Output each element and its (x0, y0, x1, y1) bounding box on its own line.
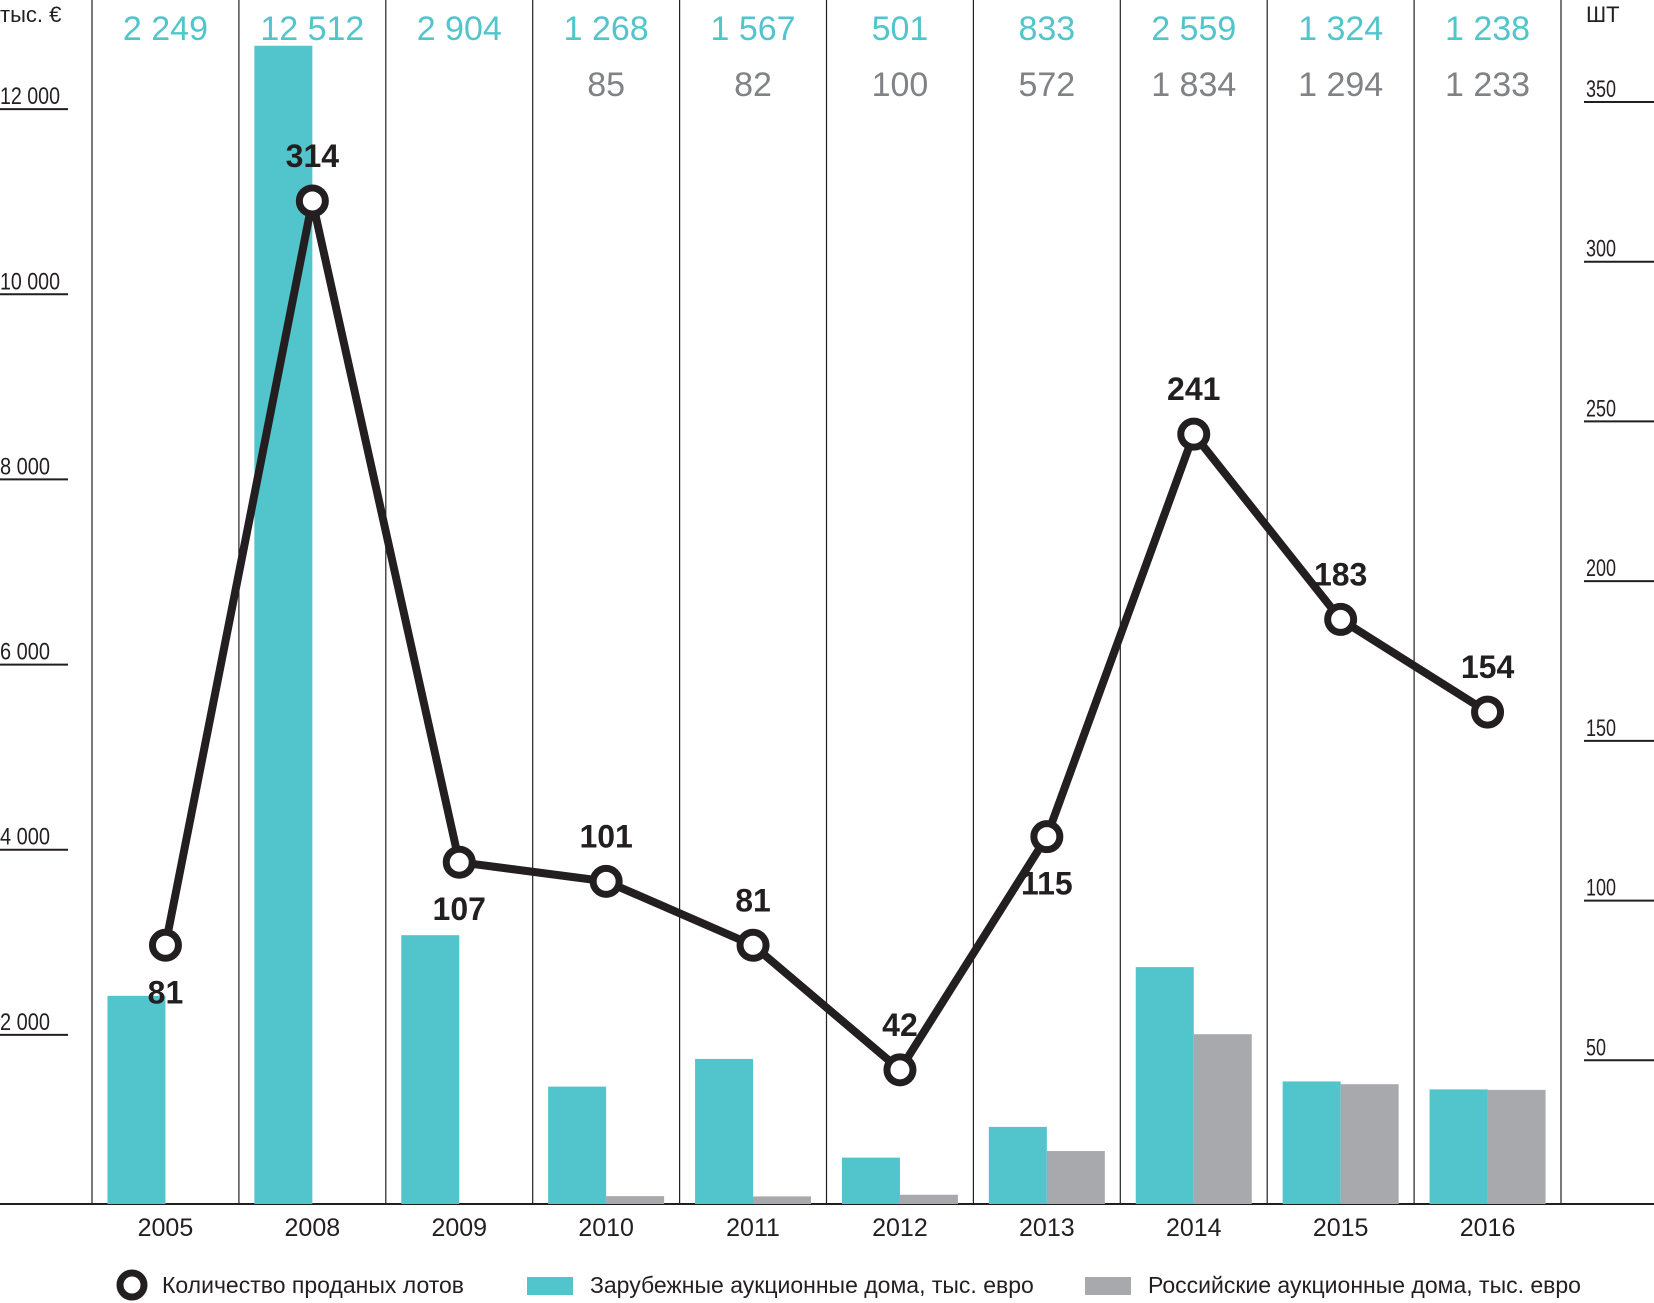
bar-russian (1487, 1089, 1546, 1204)
legend-item-russian: Российские аукционные дома, тыс. евро (1085, 1272, 1581, 1298)
lots-point (1324, 602, 1358, 636)
x-tick-label: 2010 (578, 1214, 634, 1242)
x-axis: 2005 2008 2009 2010 2011 2012 2013 2014 2015 2016 (138, 1214, 1516, 1242)
lots-point (442, 845, 476, 879)
foreign-value-label: 1 324 (1298, 10, 1383, 48)
lots-value-label: 42 (882, 1007, 918, 1043)
x-tick-label: 2012 (872, 1214, 928, 1242)
bar-russian (1340, 1084, 1399, 1204)
right-tick-label: 50 (1586, 1034, 1606, 1061)
foreign-value-label: 1 238 (1445, 10, 1530, 48)
lots-point (883, 1053, 917, 1087)
legend-item-lots: Количество проданых лотов (116, 1269, 464, 1301)
right-axis-unit: ШТ (1586, 2, 1620, 27)
bar-foreign (548, 1086, 607, 1204)
lots-point (1177, 417, 1211, 451)
foreign-value-label: 1 268 (564, 10, 649, 48)
foreign-value-label: 2 559 (1151, 10, 1236, 48)
lots-line: 81 314 107 101 81 42 115 241 183 154 (148, 138, 1515, 1087)
legend-swatch-foreign (527, 1277, 573, 1295)
right-tick-label: 250 (1586, 395, 1616, 422)
bar-foreign (254, 45, 313, 1204)
x-tick-label: 2016 (1460, 1214, 1516, 1242)
foreign-value-label: 1 567 (711, 10, 796, 48)
bar-foreign (695, 1058, 754, 1204)
left-tick-label: 2 000 (0, 1009, 50, 1036)
bar-foreign (1135, 967, 1194, 1204)
lots-point (148, 928, 182, 962)
foreign-value-label: 12 512 (260, 10, 364, 48)
left-tick-label: 10 000 (0, 268, 60, 295)
left-tick-label: 6 000 (0, 639, 50, 666)
left-axis-unit: тыс. € (0, 2, 61, 27)
lots-point (1471, 695, 1505, 729)
legend-label-lots: Количество проданых лотов (162, 1272, 464, 1298)
bar-russian (753, 1196, 812, 1204)
bar-russian (606, 1196, 665, 1204)
bar-foreign (401, 935, 460, 1204)
russian-value-label: 85 (587, 66, 625, 104)
lots-value-label: 314 (286, 138, 340, 174)
x-tick-label: 2013 (1019, 1214, 1075, 1242)
x-tick-label: 2005 (138, 1214, 194, 1242)
right-tick-label: 150 (1586, 715, 1616, 742)
left-tick-label: 4 000 (0, 824, 50, 851)
bar-foreign (1429, 1089, 1488, 1204)
right-tick-label: 200 (1586, 555, 1616, 582)
column-dividers (0, 0, 1654, 1205)
lots-value-label: 183 (1314, 556, 1367, 592)
foreign-value-label: 833 (1018, 10, 1075, 48)
x-tick-label: 2014 (1166, 1214, 1222, 1242)
lots-point (295, 184, 329, 218)
x-tick-label: 2015 (1313, 1214, 1369, 1242)
left-tick-label: 8 000 (0, 453, 50, 480)
lots-point (589, 864, 623, 898)
lots-line-path (161, 196, 1490, 1074)
x-tick-label: 2009 (431, 1214, 487, 1242)
foreign-value-label: 2 904 (417, 10, 502, 48)
russian-value-label: 572 (1018, 66, 1075, 104)
x-tick-label: 2011 (726, 1214, 780, 1242)
bar-russian (1046, 1151, 1105, 1204)
lots-value-label: 115 (1021, 866, 1073, 902)
bar-foreign (841, 1157, 900, 1204)
lots-point (736, 928, 770, 962)
top-value-labels: 2 249 12 512 2 904 1 268 85 1 567 82 501 100 833 5… (123, 10, 1530, 104)
left-tick-label: 12 000 (0, 83, 60, 110)
legend-circle-marker (116, 1269, 148, 1301)
lots-value-label: 154 (1461, 649, 1515, 685)
russian-value-label: 1 233 (1445, 66, 1530, 104)
right-axis: ШТ 50 100 150 200 250 300 350 (1584, 2, 1654, 1062)
lots-value-label: 241 (1167, 371, 1220, 407)
legend-label-russian: Российские аукционные дома, тыс. евро (1148, 1272, 1581, 1298)
russian-value-label: 82 (734, 66, 772, 104)
x-tick-label: 2008 (285, 1214, 341, 1242)
lots-point (1030, 820, 1064, 854)
bar-russian (1193, 1034, 1252, 1204)
legend-item-foreign: Зарубежные аукционные дома, тыс. евро (527, 1272, 1034, 1298)
right-tick-label: 350 (1586, 76, 1616, 103)
lots-value-label: 101 (579, 818, 632, 854)
right-tick-label: 100 (1586, 875, 1616, 902)
foreign-value-label: 501 (872, 10, 929, 48)
bar-foreign (1282, 1081, 1341, 1204)
bar-foreign (107, 995, 166, 1204)
russian-value-label: 1 834 (1151, 66, 1236, 104)
bar-russian (899, 1194, 958, 1204)
russian-value-label: 100 (872, 66, 929, 104)
lots-value-label: 107 (433, 891, 486, 927)
legend-swatch-russian (1085, 1277, 1131, 1295)
right-tick-label: 300 (1586, 236, 1616, 263)
left-axis: тыс. € 2 000 4 000 6 000 8 000 10 000 12 000 (0, 2, 68, 1036)
russian-value-label: 1 294 (1298, 66, 1383, 104)
lots-value-label: 81 (148, 974, 184, 1010)
legend: Количество проданых лотов Зарубежные аук… (116, 1269, 1581, 1301)
foreign-value-label: 2 249 (123, 10, 208, 48)
lots-value-label: 81 (735, 882, 771, 918)
legend-label-foreign: Зарубежные аукционные дома, тыс. евро (590, 1272, 1034, 1298)
bar-foreign (988, 1126, 1047, 1204)
